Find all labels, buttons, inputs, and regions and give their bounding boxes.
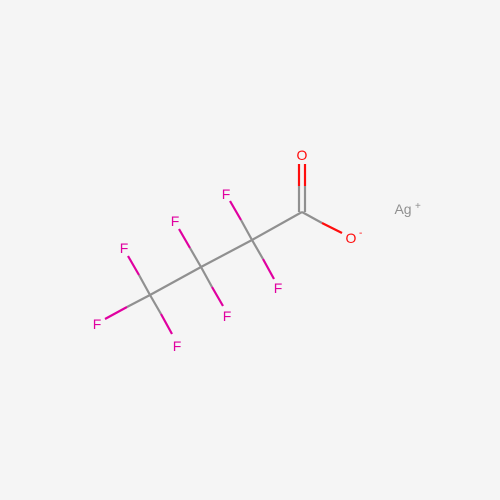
- carbon-skeleton: [149, 211, 303, 296]
- silver-charge: +: [415, 201, 421, 212]
- bond-c2-f1-gray: [240, 219, 253, 241]
- bond-c4-f6-gray: [126, 294, 151, 308]
- silver-label: Ag: [394, 201, 411, 217]
- bond-c3-f4-gray: [200, 266, 213, 288]
- bond-c4-f7-pink: [160, 313, 173, 335]
- fluorine-label-4: F: [223, 308, 232, 324]
- fluorine-label-6: F: [93, 316, 102, 332]
- bond-c-o-single-gray: [301, 211, 323, 224]
- fluorine-label-1: F: [222, 186, 231, 202]
- bond-c2-f2-pink: [262, 258, 275, 280]
- bond-c4-f5-pink: [127, 255, 140, 276]
- fluorine-label-7: F: [173, 338, 182, 354]
- fluorine-label-2: F: [274, 280, 283, 296]
- bond-c4-f6-pink: [104, 306, 128, 320]
- fluorine-label-3: F: [171, 213, 180, 229]
- oxygen-single-label: O: [346, 230, 357, 246]
- bond-c3-c4: [149, 266, 202, 296]
- bond-c2-f1-pink: [229, 200, 242, 221]
- oxygen-double-label: O: [297, 147, 308, 163]
- fluorine-label-5: F: [120, 240, 129, 256]
- carbonyl-double-bond: [297, 164, 307, 212]
- bond-c3-f5-pink: [211, 286, 224, 307]
- oxygen-charge: -: [359, 228, 362, 239]
- bond-c1-c2: [251, 211, 303, 241]
- bond-c2-f2-gray: [251, 239, 264, 260]
- bond-c3-f3-pink: [178, 228, 191, 249]
- bond-c4-f7-gray: [149, 294, 162, 315]
- bond-c-o-single-red: [321, 222, 343, 234]
- bond-c3-f3-gray: [189, 247, 202, 268]
- carboxylate-single-bond: [301, 211, 343, 234]
- bond-c4-f5-gray: [138, 274, 151, 296]
- atom-labels: O O - F F F F F F F Ag +: [93, 147, 421, 354]
- carbon-fluorine-bonds: [104, 200, 275, 335]
- bond-c2-c3: [200, 239, 253, 268]
